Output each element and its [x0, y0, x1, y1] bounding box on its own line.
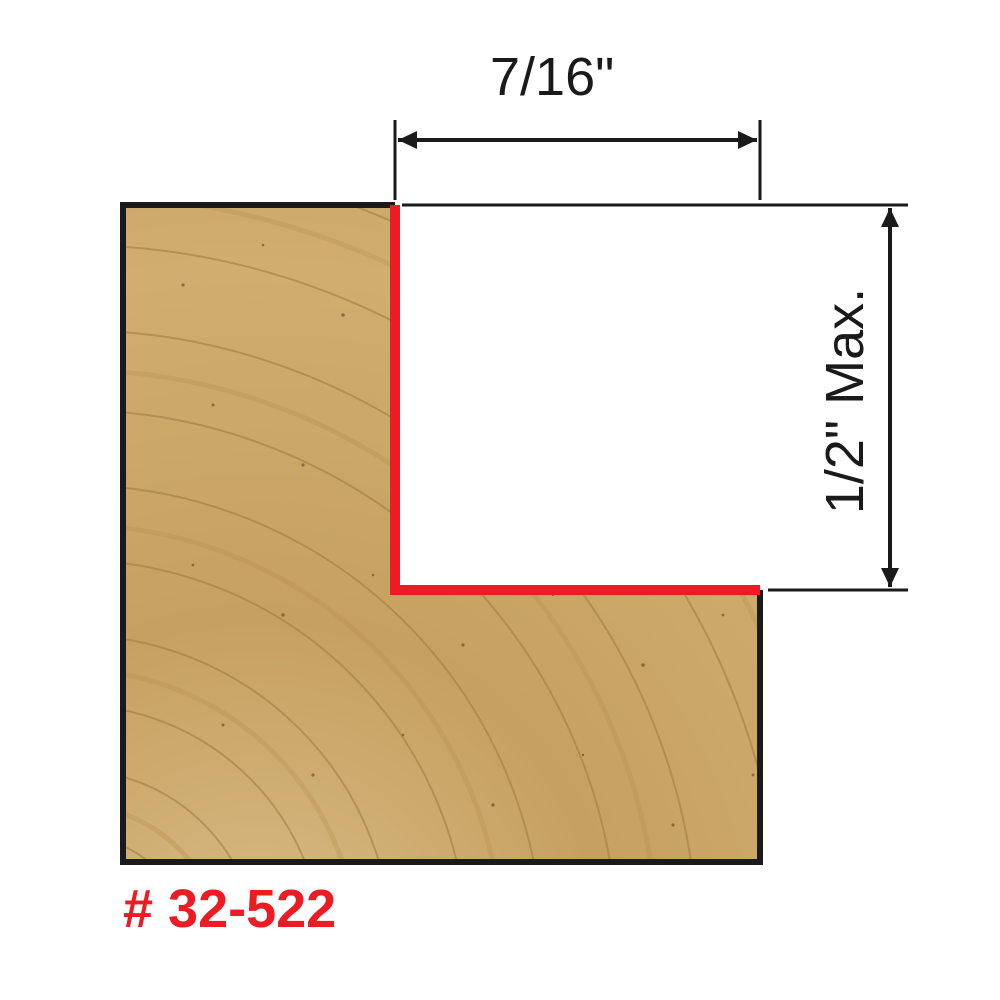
- dimension-height-label: 1/2" Max.: [814, 276, 876, 526]
- dimension-width-label: 7/16": [490, 46, 614, 108]
- dimension-width: [395, 120, 760, 200]
- cut-edge: [395, 205, 760, 590]
- part-number: # 32-522: [123, 878, 336, 940]
- wood-profile: [123, 205, 760, 862]
- diagram-container: 7/16" 1/2" Max. # 32-522: [0, 0, 1000, 1000]
